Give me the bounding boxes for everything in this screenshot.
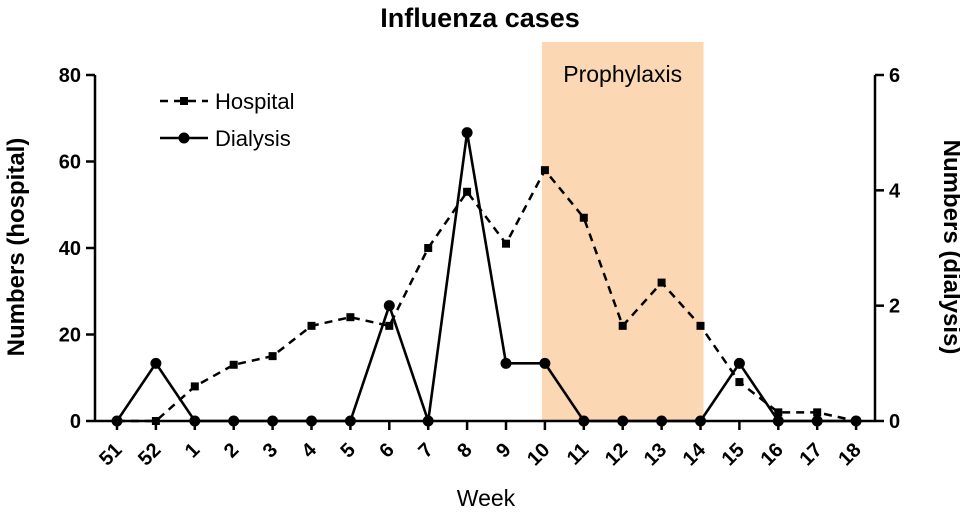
dialysis-point <box>344 415 356 427</box>
dialysis-point <box>422 415 434 427</box>
hospital-point <box>385 321 394 330</box>
x-tick-label: 52 <box>134 439 165 470</box>
hospital-point <box>268 352 277 361</box>
y-tick-label-left: 0 <box>70 411 81 433</box>
y-tick-label-left: 40 <box>59 238 81 260</box>
dialysis-point <box>306 415 317 427</box>
x-tick-label: 9 <box>492 439 515 462</box>
hospital-point <box>424 244 433 252</box>
hospital-point <box>735 378 744 387</box>
dialysis-point <box>461 127 473 139</box>
x-tick-label: 15 <box>718 439 749 470</box>
hospital-point <box>190 382 199 391</box>
hospital-point <box>774 408 783 417</box>
y-tick-label-right: 6 <box>889 65 900 87</box>
y-tick-label-left: 80 <box>59 65 81 87</box>
x-tick-label: 13 <box>640 439 671 470</box>
dialysis-point <box>189 415 201 427</box>
series <box>111 127 862 427</box>
x-axis-title: Week <box>457 485 516 511</box>
x-tick-label: 18 <box>834 439 865 470</box>
hospital-line <box>117 167 857 423</box>
x-tick-label: 51 <box>95 439 126 470</box>
x-tick-label: 8 <box>453 439 476 462</box>
x-tick-label: 6 <box>375 439 398 462</box>
x-tick-label: 7 <box>414 439 437 462</box>
hospital-point <box>307 321 316 330</box>
dialysis-point <box>500 357 512 369</box>
hospital-point <box>813 408 822 417</box>
dialysis-legend-label: Dialysis <box>215 126 291 151</box>
y-axis-title-right: Numbers (dialysis) <box>938 140 960 355</box>
dialysis-point <box>539 357 551 369</box>
hospital-point <box>657 278 666 287</box>
dialysis-point <box>383 300 395 312</box>
hospital-point <box>229 360 238 369</box>
hospital-point <box>540 166 549 175</box>
x-tick-label: 14 <box>679 438 711 470</box>
prophylaxis-region <box>541 42 704 421</box>
y-tick-label-left: 60 <box>59 152 81 174</box>
x-tick-label: 4 <box>298 438 322 462</box>
legend: Hospital Dialysis <box>160 89 294 151</box>
dialysis-point <box>811 415 823 427</box>
dialysis-legend-marker <box>178 132 190 144</box>
dialysis-point <box>656 415 668 427</box>
hospital-point <box>502 239 510 248</box>
x-tick-label: 17 <box>795 439 826 470</box>
hospital-legend-label: Hospital <box>215 89 294 114</box>
hospital-legend-marker <box>180 97 188 105</box>
dialysis-point <box>850 415 862 427</box>
x-tick-label: 5 <box>337 439 360 462</box>
dialysis-point <box>150 357 162 369</box>
hospital-point <box>579 213 588 222</box>
dialysis-point <box>733 357 745 369</box>
dialysis-point <box>617 415 629 427</box>
y-tick-label-right: 4 <box>889 180 901 202</box>
dialysis-point <box>111 415 123 427</box>
y-axis-title-left: Numbers (hospital) <box>3 138 30 357</box>
hospital-point <box>696 321 705 330</box>
dialysis-point <box>228 415 240 427</box>
x-tick-label: 10 <box>523 439 554 470</box>
y-tick-label-left: 20 <box>59 325 81 347</box>
axes <box>93 75 877 423</box>
prophylaxis-label: Prophylaxis <box>563 61 682 87</box>
hospital-point <box>618 321 627 330</box>
hospital-point <box>346 313 355 322</box>
y-tick-label-right: 0 <box>889 411 900 433</box>
x-tick-label: 1 <box>181 439 204 462</box>
x-tick-label: 2 <box>220 439 243 462</box>
x-tick-label: 11 <box>563 439 594 470</box>
y-tick-label-right: 2 <box>889 296 900 318</box>
dialysis-point <box>578 415 590 427</box>
x-tick-label: 16 <box>757 439 788 470</box>
hospital-point <box>151 417 160 425</box>
x-tick-label: 12 <box>601 439 632 470</box>
dialysis-line <box>115 132 857 423</box>
chart-title: Influenza cases <box>380 3 580 33</box>
dialysis-point <box>772 415 784 427</box>
dialysis-point <box>695 415 706 427</box>
dialysis-point <box>267 415 279 427</box>
hospital-point <box>463 187 472 196</box>
x-tick-label: 3 <box>259 439 282 462</box>
